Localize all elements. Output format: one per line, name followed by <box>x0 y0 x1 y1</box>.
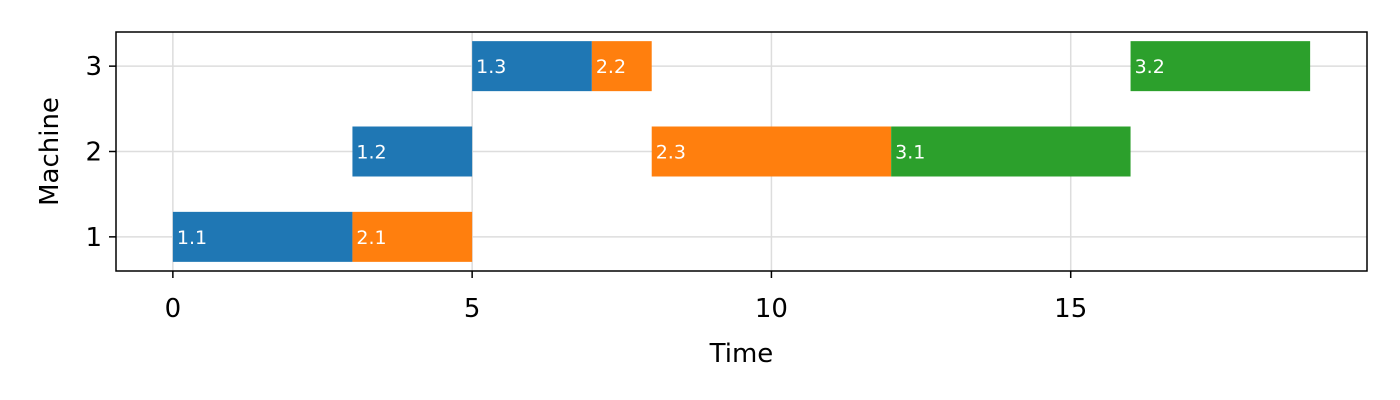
ticks-layer: 0 5 10 15 1 2 3 <box>85 52 1087 324</box>
task-label-2-1: 2.1 <box>356 227 386 249</box>
x-tick-label: 5 <box>464 294 481 324</box>
x-tick-label: 0 <box>165 294 182 324</box>
x-axis-label: Time <box>709 339 774 369</box>
task-bar-2-3 <box>651 126 892 177</box>
task-bar-3-2 <box>1130 41 1311 92</box>
x-tick-label: 15 <box>1054 294 1087 324</box>
task-bar-2-1 <box>352 211 473 262</box>
task-bar-1-1 <box>172 211 353 262</box>
task-label-1-2: 1.2 <box>356 142 386 164</box>
task-label-1-1: 1.1 <box>177 227 207 249</box>
task-label-1-3: 1.3 <box>476 56 506 78</box>
bars-layer <box>172 41 1311 262</box>
task-bar-3-1 <box>891 126 1131 177</box>
task-label-3-1: 3.1 <box>895 142 925 164</box>
task-bar-1-2 <box>352 126 473 177</box>
task-label-2-3: 2.3 <box>656 142 686 164</box>
task-label-3-2: 3.2 <box>1135 56 1165 78</box>
task-bar-1-3 <box>472 41 592 92</box>
task-bar-2-2 <box>591 41 652 92</box>
y-tick-label: 1 <box>85 223 102 253</box>
y-tick-label: 3 <box>85 52 102 82</box>
x-tick-label: 10 <box>755 294 788 324</box>
bar-labels-layer: 1.1 1.2 1.3 2.1 2.2 2.3 3.1 3.2 <box>177 56 1165 249</box>
y-axis-label: Machine <box>35 97 65 206</box>
y-tick-label: 2 <box>85 138 102 168</box>
task-label-2-2: 2.2 <box>596 56 626 78</box>
